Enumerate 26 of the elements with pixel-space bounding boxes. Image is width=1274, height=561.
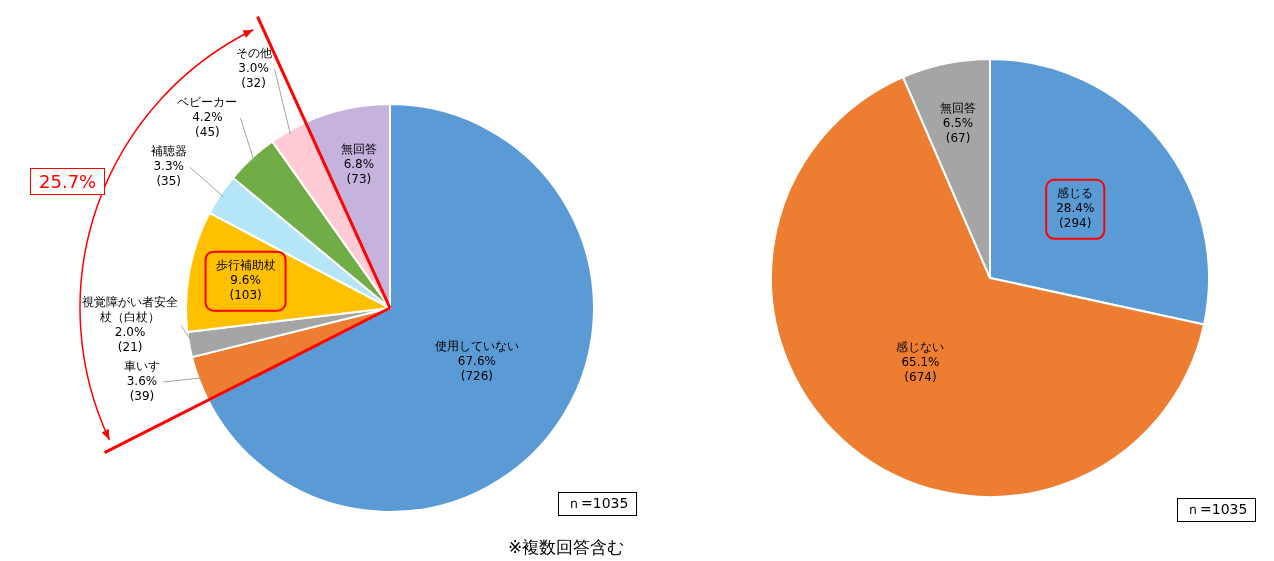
text: ※複数回答含む (508, 536, 625, 559)
data-label: 3.6% (39) (126, 374, 158, 404)
slice-label: 感じる (1057, 186, 1094, 201)
slice-label: その他 (235, 46, 272, 61)
data-label: 6.8% (73) (343, 156, 375, 186)
data-label: 65.1% (674) (901, 354, 940, 384)
data-label: 67.6% (726) (457, 353, 496, 383)
slice-label: 車いす (123, 359, 160, 374)
slice-label: 歩行補助杖 (215, 258, 276, 273)
data-label: 2.0% (21) (114, 325, 146, 355)
text: 25.7% (30, 168, 106, 195)
text: ｎ=1035 (1177, 498, 1257, 522)
slice-label: 視覚障がい者安全杖（白杖） (82, 295, 179, 325)
text: ｎ=1035 (558, 492, 638, 516)
data-label: 28.4% (294) (1056, 201, 1095, 231)
slice-label: ベビーカー (177, 95, 238, 110)
data-label: 3.3% (35) (153, 159, 184, 189)
slice-label: 無回答 (940, 100, 977, 115)
slice-label: 無回答 (340, 141, 377, 156)
slice-label: 補聴器 (150, 144, 187, 159)
data-label: 3.0% (32) (238, 61, 269, 91)
slice-label: 使用していない (434, 338, 519, 353)
data-label: 6.5% (67) (942, 115, 974, 145)
slice-label: 感じない (896, 339, 945, 354)
data-label: 4.2% (45) (192, 110, 223, 140)
data-label: 9.6% (103) (229, 273, 262, 303)
